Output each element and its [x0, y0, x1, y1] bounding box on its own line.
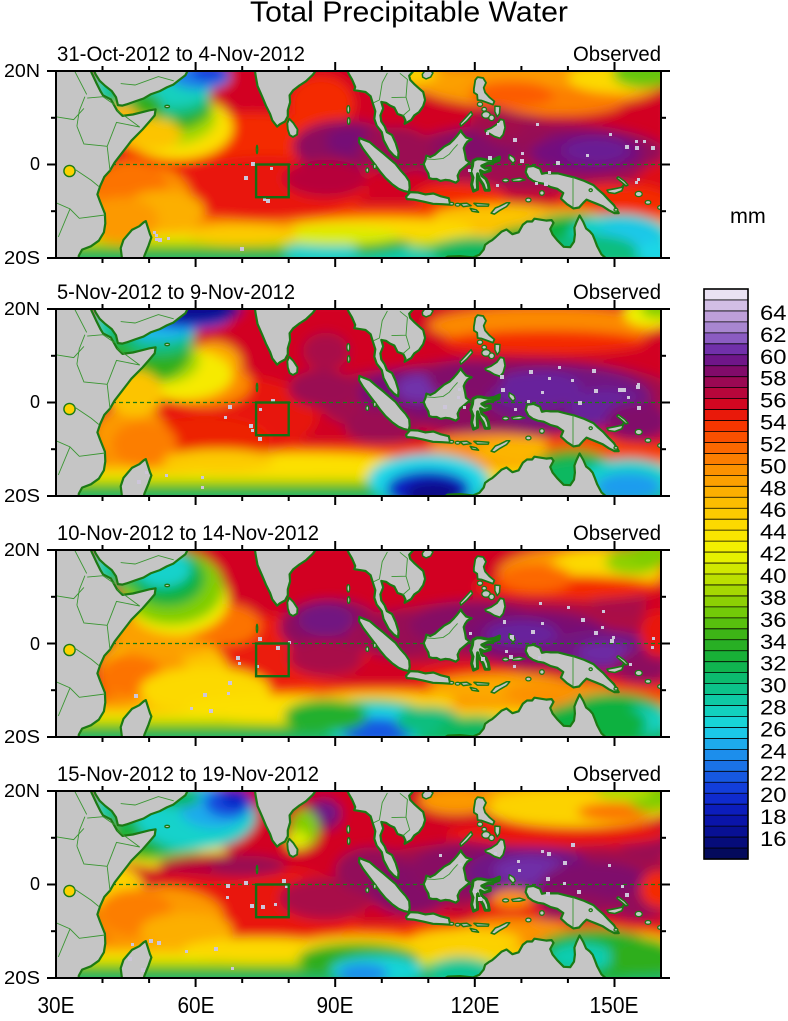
- svg-text:15-Nov-2012 to 19-Nov-2012: 15-Nov-2012 to 19-Nov-2012: [57, 762, 319, 786]
- svg-text:18: 18: [760, 805, 787, 829]
- svg-text:42: 42: [760, 542, 787, 566]
- svg-text:50: 50: [760, 454, 787, 478]
- svg-text:0: 0: [30, 154, 40, 174]
- svg-text:20N: 20N: [4, 299, 40, 319]
- svg-text:52: 52: [760, 433, 787, 457]
- svg-text:60: 60: [760, 345, 787, 369]
- svg-text:40: 40: [760, 564, 787, 588]
- svg-text:56: 56: [760, 389, 787, 413]
- svg-text:38: 38: [760, 586, 787, 610]
- svg-text:16: 16: [760, 827, 787, 851]
- svg-text:Observed: Observed: [573, 521, 661, 545]
- svg-text:0: 0: [30, 874, 40, 894]
- svg-text:20S: 20S: [4, 248, 40, 268]
- svg-text:20S: 20S: [4, 486, 40, 506]
- svg-text:30: 30: [760, 674, 787, 698]
- svg-text:150E: 150E: [590, 992, 639, 1016]
- svg-text:Total Precipitable Water: Total Precipitable Water: [250, 0, 569, 29]
- svg-text:Observed: Observed: [573, 762, 661, 786]
- svg-text:44: 44: [760, 520, 787, 544]
- svg-text:46: 46: [760, 498, 787, 522]
- svg-text:64: 64: [760, 301, 787, 325]
- svg-text:62: 62: [760, 323, 787, 347]
- svg-text:90E: 90E: [317, 992, 354, 1016]
- svg-text:Observed: Observed: [573, 42, 661, 66]
- svg-text:36: 36: [760, 608, 787, 632]
- svg-text:48: 48: [760, 476, 787, 500]
- svg-text:28: 28: [760, 696, 787, 720]
- svg-text:58: 58: [760, 367, 787, 391]
- svg-text:20N: 20N: [4, 781, 40, 801]
- svg-text:20N: 20N: [4, 61, 40, 81]
- svg-text:20N: 20N: [4, 540, 40, 560]
- svg-text:0: 0: [30, 634, 40, 654]
- svg-text:32: 32: [760, 652, 787, 676]
- svg-text:24: 24: [760, 739, 787, 763]
- svg-text:34: 34: [760, 630, 787, 654]
- svg-text:20S: 20S: [4, 727, 40, 747]
- svg-text:0: 0: [30, 392, 40, 412]
- svg-text:5-Nov-2012 to 9-Nov-2012: 5-Nov-2012 to 9-Nov-2012: [57, 280, 295, 304]
- svg-text:10-Nov-2012 to 14-Nov-2012: 10-Nov-2012 to 14-Nov-2012: [57, 521, 319, 545]
- svg-text:26: 26: [760, 718, 787, 742]
- svg-text:20S: 20S: [4, 968, 40, 988]
- svg-text:mm: mm: [730, 204, 766, 228]
- svg-text:20: 20: [760, 783, 787, 807]
- svg-text:30E: 30E: [38, 992, 75, 1016]
- svg-text:22: 22: [760, 761, 787, 785]
- svg-text:120E: 120E: [451, 992, 500, 1016]
- svg-text:Observed: Observed: [573, 280, 661, 304]
- svg-text:31-Oct-2012 to 4-Nov-2012: 31-Oct-2012 to 4-Nov-2012: [57, 42, 305, 66]
- svg-text:54: 54: [760, 411, 787, 435]
- svg-text:60E: 60E: [178, 992, 215, 1016]
